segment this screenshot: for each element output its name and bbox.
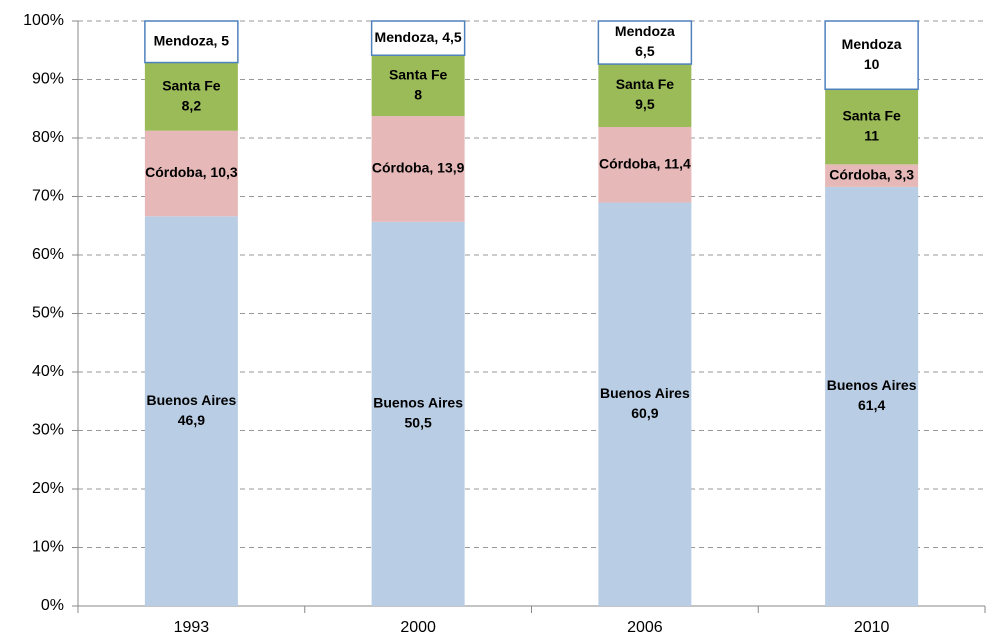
bar-segment: [825, 164, 919, 187]
data-label: 11: [864, 128, 879, 144]
data-label: 8,2: [182, 97, 202, 113]
data-label: Mendoza, 4,5: [375, 29, 462, 45]
bar-segment: [144, 130, 238, 217]
data-label: 9,5: [635, 96, 655, 112]
data-label: Mendoza, 5: [154, 32, 230, 48]
bar-segment: [144, 20, 239, 64]
data-label: 50,5: [405, 415, 432, 431]
y-tick-label: 90%: [32, 71, 64, 88]
bar-segment: [597, 20, 693, 65]
data-label: Buenos Aires: [600, 385, 690, 401]
data-label: 46,9: [178, 412, 205, 428]
bar-segment: [598, 202, 692, 607]
data-label: 10: [864, 56, 880, 72]
data-label: Santa Fe: [162, 77, 221, 93]
y-tick-label: 40%: [32, 363, 64, 380]
data-label: Córdoba, 11,4: [599, 155, 691, 171]
data-label: 60,9: [631, 405, 658, 421]
bar-segment: [370, 20, 466, 56]
data-label: Santa Fe: [842, 108, 901, 124]
bar-segment: [825, 89, 919, 165]
data-label: Mendoza: [842, 36, 902, 52]
data-label: Córdoba, 13,9: [372, 160, 465, 176]
y-tick-label: 20%: [32, 480, 64, 497]
data-label: Buenos Aires: [147, 392, 237, 408]
bar-segment: [371, 116, 465, 222]
x-tick-label: 1993: [174, 619, 210, 636]
data-label: Santa Fe: [389, 66, 448, 82]
data-label: 61,4: [858, 397, 885, 413]
bar-segment: [144, 216, 238, 607]
y-tick-label: 10%: [32, 539, 64, 556]
data-label: Mendoza: [615, 23, 675, 39]
x-tick-label: 2006: [627, 619, 663, 636]
bar-segment: [371, 55, 465, 117]
bar-segment: [144, 62, 238, 131]
bar-segment: [598, 64, 692, 128]
data-label: Córdoba, 10,3: [145, 164, 238, 180]
data-label: Buenos Aires: [373, 395, 463, 411]
y-tick-label: 30%: [32, 422, 64, 439]
data-label: 8: [414, 86, 422, 102]
data-label: Santa Fe: [616, 76, 675, 92]
y-tick-label: 80%: [32, 129, 64, 146]
data-label: Buenos Aires: [827, 377, 917, 393]
data-label: Córdoba, 3,3: [829, 166, 914, 182]
bar-segment: [598, 127, 692, 203]
x-tick-label: 2000: [400, 619, 436, 636]
y-tick-label: 100%: [23, 12, 64, 29]
y-tick-label: 0%: [41, 597, 64, 614]
y-tick-label: 70%: [32, 188, 64, 205]
x-tick-label: 2010: [854, 619, 890, 636]
bar-segment: [371, 221, 465, 606]
y-tick-label: 60%: [32, 246, 64, 263]
bar-segment: [825, 186, 919, 606]
data-label: 6,5: [635, 43, 655, 59]
bar-segment: [824, 20, 919, 91]
y-tick-label: 50%: [32, 305, 64, 322]
